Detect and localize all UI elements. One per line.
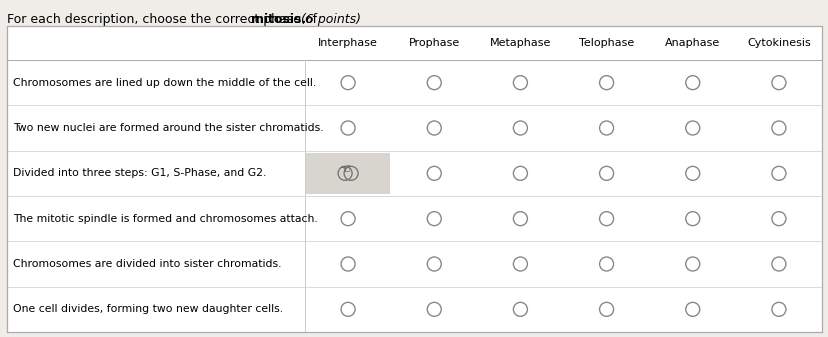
Text: Cytokinesis: Cytokinesis (746, 38, 810, 48)
Text: Telophase: Telophase (578, 38, 633, 48)
Text: Metaphase: Metaphase (489, 38, 551, 48)
Text: Prophase: Prophase (408, 38, 460, 48)
Text: mitosis.: mitosis. (251, 13, 306, 26)
Text: Two new nuclei are formed around the sister chromatids.: Two new nuclei are formed around the sis… (13, 123, 323, 133)
Text: Anaphase: Anaphase (664, 38, 720, 48)
Text: The mitotic spindle is formed and chromosomes attach.: The mitotic spindle is formed and chromo… (13, 214, 317, 224)
Text: Divided into three steps: G1, S-Phase, and G2.: Divided into three steps: G1, S-Phase, a… (13, 168, 266, 178)
Text: One cell divides, forming two new daughter cells.: One cell divides, forming two new daught… (13, 304, 283, 314)
Text: Chromosomes are divided into sister chromatids.: Chromosomes are divided into sister chro… (13, 259, 282, 269)
Text: (6 points): (6 points) (296, 13, 360, 26)
Text: ☜: ☜ (339, 163, 351, 176)
Text: For each description, choose the correct phase of: For each description, choose the correct… (7, 13, 320, 26)
Text: Chromosomes are lined up down the middle of the cell.: Chromosomes are lined up down the middle… (13, 78, 315, 88)
Text: Interphase: Interphase (318, 38, 378, 48)
Bar (306, 153, 390, 194)
